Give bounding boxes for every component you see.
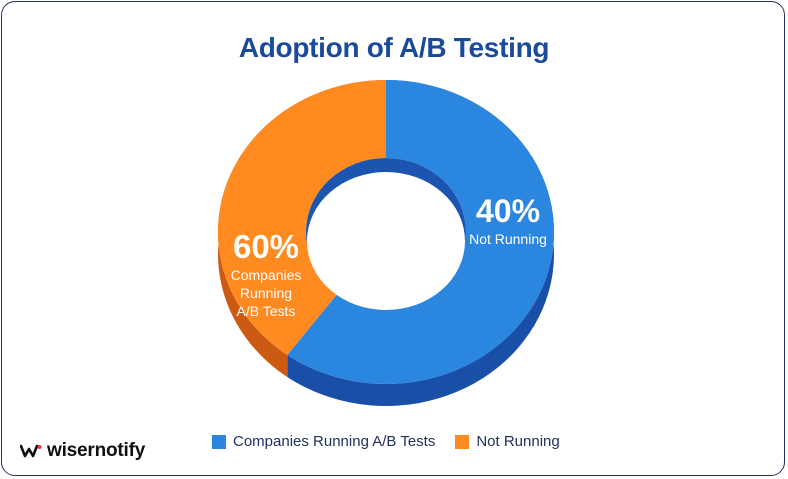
- legend-label-not-running: Not Running: [476, 433, 560, 450]
- slice-companies-running-a-b-tests: [287, 80, 554, 384]
- slice-value-label-not-running: 40%: [476, 193, 540, 229]
- slice-category-label-companies-running-a-b-tests-0: Companies: [231, 267, 302, 283]
- legend-item-companies-running: Companies Running A/B Tests: [212, 433, 435, 450]
- legend-item-not-running: Not Running: [455, 433, 560, 450]
- legend-label-companies-running: Companies Running A/B Tests: [233, 433, 436, 450]
- slices-top-layer: [218, 80, 554, 384]
- slice-category-label-companies-running-a-b-tests-1: Running: [240, 285, 292, 301]
- slice-category-label-not-running-0: Not Running: [469, 231, 547, 247]
- slice-category-label-companies-running-a-b-tests-2: A/B Tests: [237, 303, 296, 319]
- wisernotify-logo-icon: [20, 444, 42, 458]
- legend: Companies Running A/B Tests Not Running: [212, 433, 580, 450]
- donut-hole: [307, 172, 465, 310]
- wisernotify-logo-text: wisernotify: [47, 440, 146, 461]
- legend-swatch-not-running: [455, 434, 470, 449]
- chart-title: Adoption of A/B Testing: [238, 32, 550, 63]
- slice-value-label-companies-running-a-b-tests: 60%: [233, 228, 299, 265]
- slice-labels-layer: 60% Companies Running A/B Tests 40% Not Runni…: [231, 193, 547, 319]
- slice-side-companies-running-a-b-tests: [287, 80, 554, 407]
- slices-side-layer: [218, 80, 554, 407]
- slice-not-running: [218, 80, 386, 355]
- legend-swatch-companies-running: [212, 434, 226, 449]
- wisernotify-logo: wisernotify: [20, 440, 145, 462]
- donut-hole-layer: [306, 158, 466, 310]
